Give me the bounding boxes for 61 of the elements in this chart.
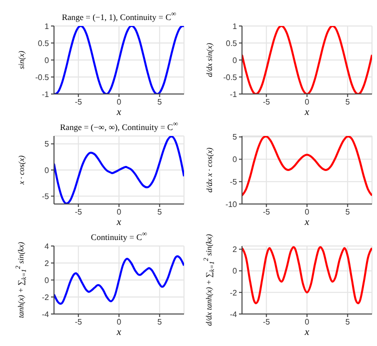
- x-tick-label: 5: [345, 98, 350, 107]
- x-tick-label: 5: [157, 98, 162, 107]
- y-tick-label: -1: [230, 90, 238, 99]
- y-tick-label: 0: [232, 56, 238, 65]
- x-tick-label: 0: [116, 98, 122, 107]
- chart-title: Range = (−∞, ∞), Continuity = C$^{∞}$: [59, 119, 179, 133]
- y-tick-label: 0: [232, 266, 238, 276]
- y-tick-label: 0.5: [38, 38, 50, 48]
- y-tick-label: -10: [225, 200, 238, 209]
- x-tick-label: -5: [74, 208, 82, 217]
- x-tick-label: -5: [74, 318, 82, 327]
- x-axis-title: x: [116, 217, 122, 228]
- x-axis-title: x: [304, 217, 310, 228]
- y-tick-label: 1: [44, 22, 50, 31]
- y-tick-label: 0: [232, 155, 238, 164]
- y-tick-label: 2: [44, 258, 50, 268]
- x-tick-label: -5: [74, 98, 82, 107]
- line-series: [54, 136, 184, 204]
- y-tick-label: 0: [44, 276, 50, 285]
- y-tick-label: -0.5: [35, 72, 50, 82]
- x-tick-label: 0: [304, 98, 310, 107]
- y-tick-label: -2: [230, 288, 238, 298]
- y-axis-title: x · cos(x): [17, 155, 27, 185]
- x-tick-label: -5: [262, 318, 270, 327]
- x-tick-label: 0: [116, 208, 122, 217]
- x-tick-label: 5: [345, 208, 350, 217]
- y-tick-label: 5: [232, 132, 238, 142]
- chart-title: Continuity = C$^{∞}$: [90, 229, 148, 243]
- y-tick-label: 5: [44, 140, 50, 149]
- x-axis-title: x: [116, 327, 122, 338]
- y-tick-label: 4: [44, 242, 50, 251]
- x-axis-title: x: [304, 107, 310, 118]
- x-tick-label: -5: [262, 208, 270, 217]
- y-tick-label: -0.5: [223, 72, 238, 82]
- y-tick-label: -5: [42, 192, 50, 201]
- x-tick-label: 5: [157, 208, 162, 217]
- y-tick-label: -4: [42, 310, 50, 319]
- y-axis-title: d/dx sin(x): [205, 43, 215, 77]
- y-tick-label: -4: [230, 310, 238, 319]
- y-tick-label: 0: [44, 166, 50, 175]
- x-tick-label: -5: [262, 98, 270, 107]
- x-axis-title: x: [304, 327, 310, 338]
- x-tick-label: 0: [304, 318, 310, 327]
- y-tick-label: -2: [42, 292, 50, 302]
- y-axis-title: d/dx x · cos(x): [205, 148, 215, 192]
- chart-title: Range = (−1, 1), Continuity = C$^{∞}$: [60, 9, 178, 23]
- x-tick-label: 5: [157, 318, 162, 327]
- x-tick-label: 5: [345, 318, 350, 327]
- y-tick-label: -5: [230, 177, 238, 186]
- y-tick-label: -1: [42, 90, 50, 99]
- x-axis-title: x: [116, 107, 122, 118]
- y-tick-label: 0.5: [226, 38, 238, 48]
- x-tick-label: 0: [304, 208, 310, 217]
- line-series: [242, 26, 372, 94]
- line-series: [54, 255, 184, 305]
- y-axis-title: sin(x): [17, 50, 27, 70]
- y-tick-label: 0: [44, 56, 50, 65]
- y-tick-label: 2: [232, 245, 238, 254]
- y-tick-label: 1: [232, 22, 238, 31]
- x-tick-label: 0: [116, 318, 122, 327]
- line-series: [54, 26, 184, 94]
